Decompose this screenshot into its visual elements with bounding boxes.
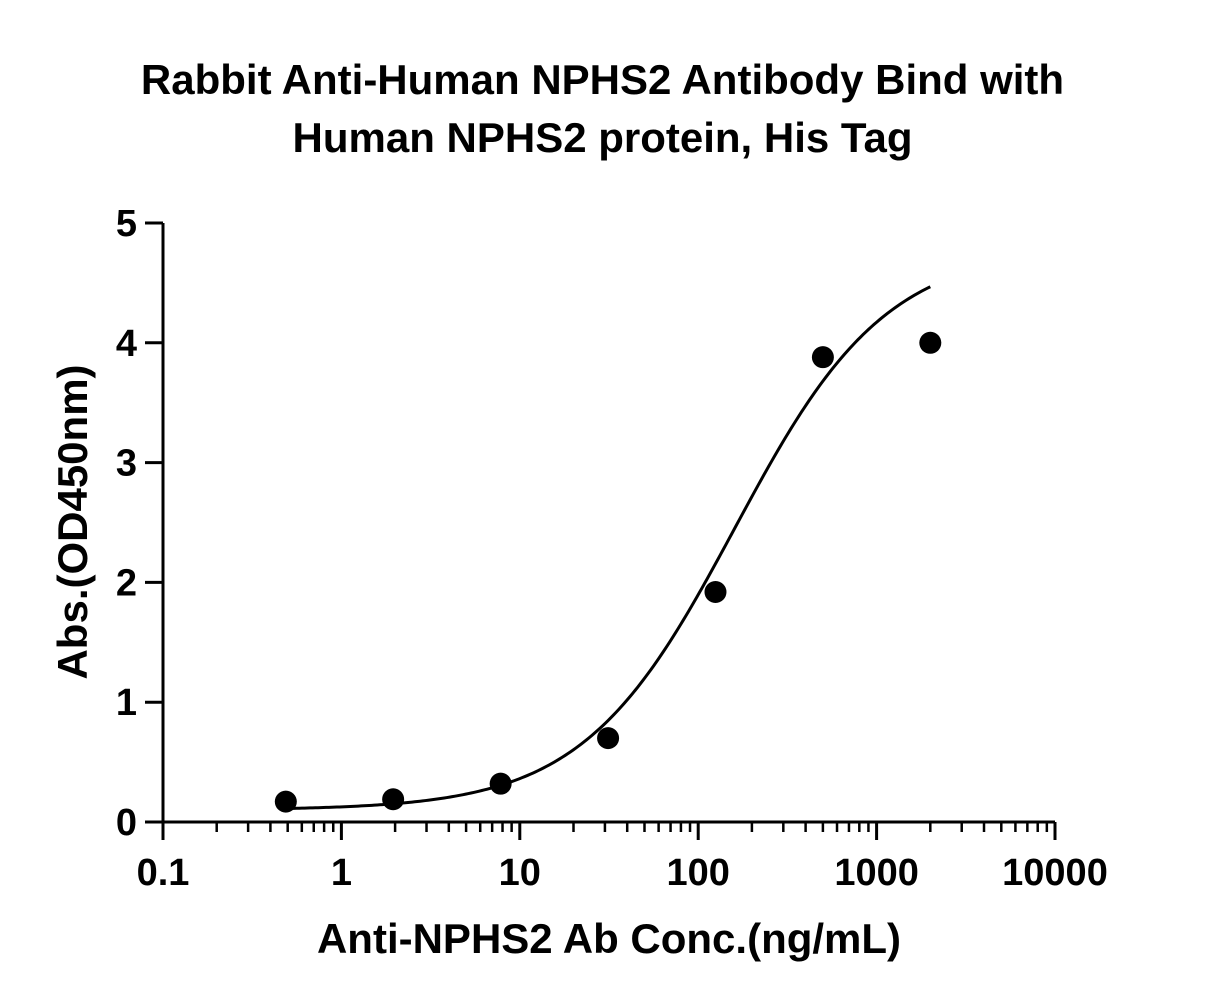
data-point [597, 727, 620, 750]
x-tick-label: 1000 [834, 852, 919, 894]
y-tick-label: 1 [116, 682, 137, 724]
data-point [274, 790, 297, 813]
x-tick-label: 10 [499, 852, 541, 894]
data-point [489, 772, 512, 795]
data-point [704, 580, 727, 603]
x-axis: 0.1 1 10 100 1000 10000 [137, 820, 1108, 894]
chart-title-line-1: Rabbit Anti-Human NPHS2 Antibody Bind wi… [140, 56, 1065, 103]
data-point [382, 788, 405, 811]
y-tick-label: 5 [116, 203, 137, 245]
y-tick-label: 2 [116, 562, 137, 604]
y-tick-label: 4 [116, 323, 137, 365]
x-tick-label: 0.1 [137, 852, 190, 894]
x-tick-label: 100 [666, 852, 729, 894]
y-axis-title: Abs.(OD450nm) [49, 364, 96, 679]
data-points-layer [274, 331, 942, 813]
y-axis: 0 1 2 3 4 5 [116, 203, 165, 844]
y-tick-label: 0 [116, 802, 137, 844]
y-tick-label: 3 [116, 443, 137, 485]
data-point [919, 331, 942, 354]
x-tick-label: 1 [331, 852, 352, 894]
x-axis-title: Anti-NPHS2 Ab Conc.(ng/mL) [317, 915, 901, 962]
data-point [811, 346, 834, 369]
chart-title-line-2: Human NPHS2 protein, His Tag [292, 114, 913, 161]
x-tick-label: 10000 [1002, 852, 1108, 894]
